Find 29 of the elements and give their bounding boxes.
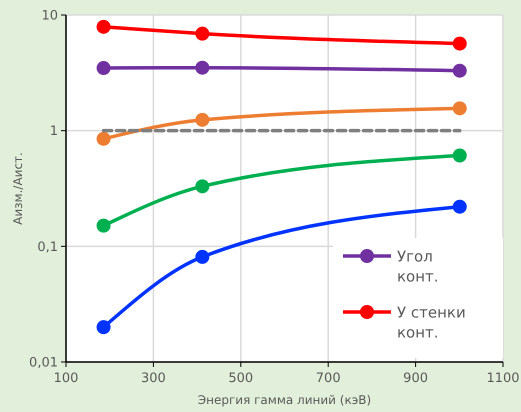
point: [195, 179, 210, 194]
y-tick-label: 10: [41, 8, 58, 24]
x-axis-title: Энергия гамма линий (кэВ): [198, 393, 372, 407]
point: [96, 132, 111, 146]
point: [96, 61, 111, 76]
x-tick-label: 900: [403, 371, 428, 386]
x-tick-label: 300: [140, 371, 166, 386]
point: [195, 250, 210, 264]
y-tick-label: 0,1: [37, 240, 58, 255]
point: [452, 101, 467, 116]
point: [96, 20, 111, 34]
point: [96, 320, 111, 334]
y-axis-title: Аизм./Аист.: [11, 152, 25, 225]
x-tick-label: 500: [228, 371, 254, 386]
x-tick-label: 700: [316, 371, 341, 386]
y-tick-label: 0,01: [29, 356, 58, 371]
point: [195, 60, 210, 75]
point: [452, 36, 467, 51]
point: [452, 200, 467, 214]
legend-label: У стенки конт.: [397, 303, 466, 342]
x-tick-label: 1100: [486, 371, 520, 386]
point: [195, 26, 210, 41]
point: [452, 148, 467, 162]
point: [195, 112, 210, 127]
point: [96, 218, 111, 233]
point: [452, 64, 467, 78]
legend-label: Угол конт.: [397, 247, 439, 286]
y-tick-label: 1: [50, 124, 58, 140]
x-tick-label: 100: [54, 371, 78, 386]
